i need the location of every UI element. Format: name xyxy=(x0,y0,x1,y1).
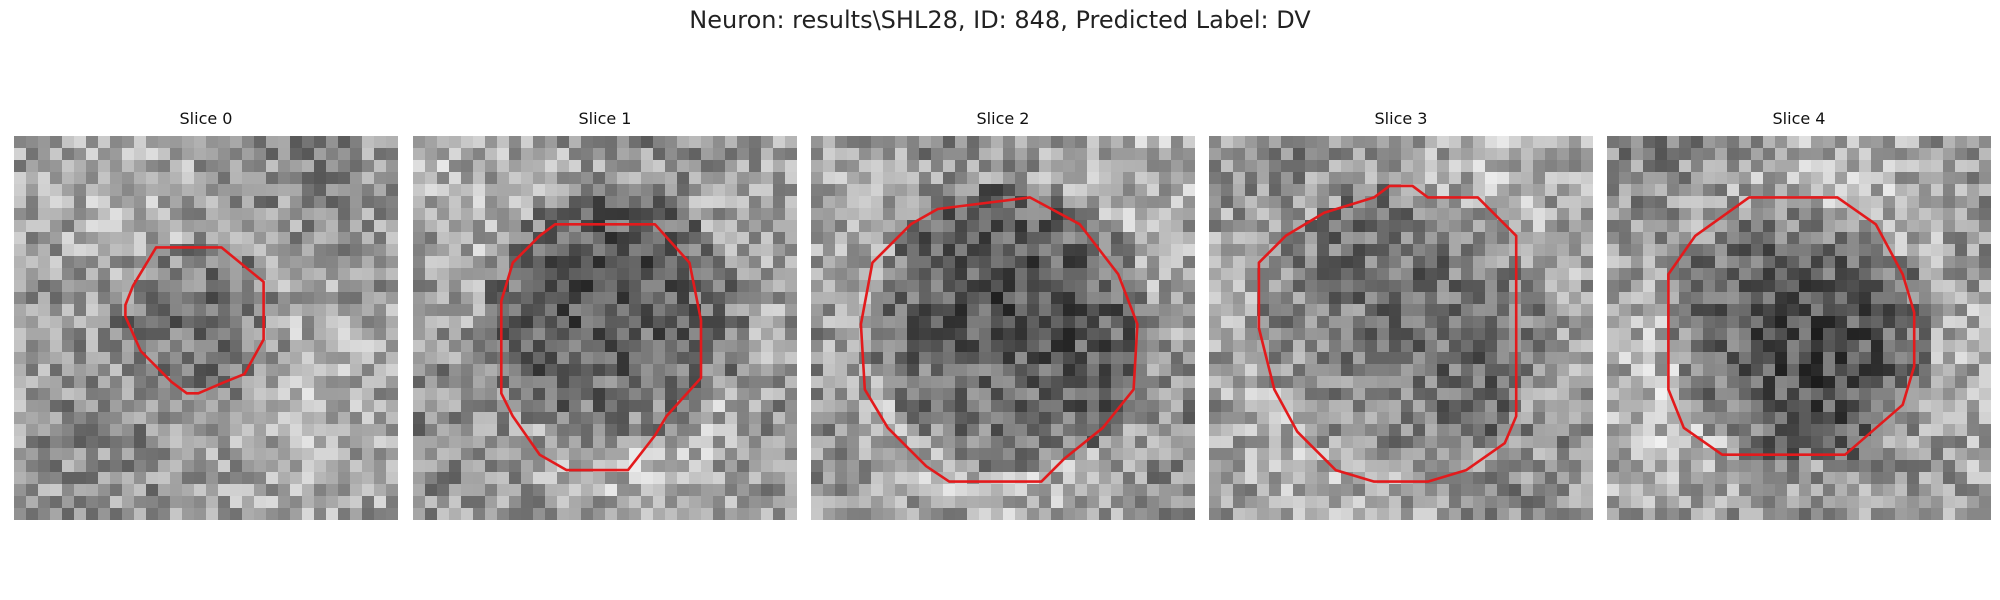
neuron-contour xyxy=(1667,196,1916,457)
pixel-grid xyxy=(811,136,1195,520)
figure-title: Neuron: results\SHL28, ID: 848, Predicte… xyxy=(689,6,1311,34)
pixel-grid xyxy=(413,136,797,520)
slice-panel-2: Slice 2 xyxy=(811,108,1195,520)
slice-image xyxy=(413,136,797,520)
slice-title: Slice 1 xyxy=(578,109,632,128)
slice-title: Slice 3 xyxy=(1374,109,1428,128)
slice-image xyxy=(811,136,1195,520)
slice-title: Slice 4 xyxy=(1772,109,1826,128)
pixel-grid xyxy=(1607,136,1991,520)
neuron-contour xyxy=(1257,184,1518,483)
slice-panel-0: Slice 0 xyxy=(14,108,398,520)
slice-title: Slice 0 xyxy=(179,109,233,128)
slice-image xyxy=(1209,136,1593,520)
slice-image xyxy=(14,136,398,520)
neuron-contour xyxy=(124,246,265,395)
neuron-contour xyxy=(859,196,1139,483)
slice-image xyxy=(1607,136,1991,520)
slice-panel-3: Slice 3 xyxy=(1209,108,1593,520)
slice-panel-4: Slice 4 xyxy=(1607,108,1991,520)
slice-panel-1: Slice 1 xyxy=(413,108,797,520)
slice-title: Slice 2 xyxy=(976,109,1030,128)
pixel-grid xyxy=(1209,136,1593,520)
neuron-contour xyxy=(500,223,703,472)
pixel-grid xyxy=(14,136,398,520)
